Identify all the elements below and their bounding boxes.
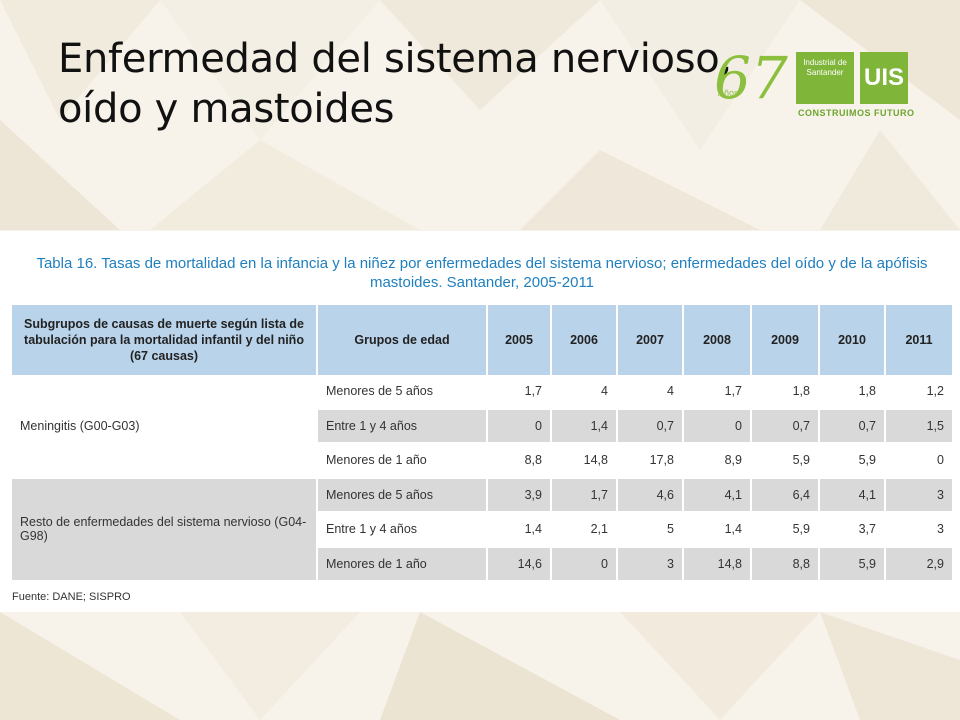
value-cell: 8,9 <box>684 444 752 479</box>
age-cell: Menores de 5 años <box>318 375 488 410</box>
value-cell: 0,7 <box>820 409 886 444</box>
age-cell: Entre 1 y 4 años <box>318 409 488 444</box>
value-cell: 5 <box>618 513 684 548</box>
value-cell: 2,9 <box>886 547 952 582</box>
value-cell: 3,7 <box>820 513 886 548</box>
value-cell: 0,7 <box>752 409 820 444</box>
logo-institution-label: Industrial de Santander <box>796 52 854 104</box>
value-cell: 14,8 <box>684 547 752 582</box>
value-cell: 3 <box>886 513 952 548</box>
value-cell: 1,7 <box>552 478 618 513</box>
value-cell: 1,4 <box>488 513 552 548</box>
table-row: Menores de 1 año 14,6 0 3 14,8 8,8 5,9 2… <box>12 547 952 582</box>
university-logo: 67 Años Industrial de Santander UIS CONS… <box>710 44 914 124</box>
header-year: 2011 <box>886 305 952 375</box>
value-cell: 5,9 <box>752 444 820 479</box>
value-cell: 3 <box>618 547 684 582</box>
table-row: Resto de enfermedades del sistema nervio… <box>12 478 952 582</box>
header-year: 2008 <box>684 305 752 375</box>
table-caption: Tabla 16. Tasas de mortalidad en la infa… <box>12 254 952 292</box>
value-cell: 1,4 <box>684 513 752 548</box>
value-cell: 1,4 <box>552 409 618 444</box>
value-cell: 1,8 <box>752 375 820 410</box>
value-cell: 6,4 <box>752 478 820 513</box>
value-cell: 14,8 <box>552 444 618 479</box>
group-name: Resto de enfermedades del sistema nervio… <box>12 478 318 582</box>
value-cell: 1,8 <box>820 375 886 410</box>
value-cell: 2,1 <box>552 513 618 548</box>
header-year: 2009 <box>752 305 820 375</box>
value-cell: 17,8 <box>618 444 684 479</box>
value-cell: 5,9 <box>820 444 886 479</box>
value-cell: 0 <box>684 409 752 444</box>
value-cell: 0,7 <box>618 409 684 444</box>
header-year: 2006 <box>552 305 618 375</box>
value-cell: 1,2 <box>886 375 952 410</box>
value-cell: 4 <box>552 375 618 410</box>
value-cell: 8,8 <box>488 444 552 479</box>
header-year: 2010 <box>820 305 886 375</box>
age-cell: Entre 1 y 4 años <box>318 513 488 548</box>
table-row: Entre 1 y 4 años 0 1,4 0,7 0 0,7 0,7 1,5 <box>12 409 952 444</box>
value-cell: 0 <box>886 444 952 479</box>
table-row: Menores de 1 año 8,8 14,8 17,8 8,9 5,9 5… <box>12 444 952 479</box>
table-row: Meningitis (G00-G03) Menores de 5 años 1… <box>12 375 952 479</box>
header-age-group: Grupos de edad <box>318 305 488 375</box>
value-cell: 8,8 <box>752 547 820 582</box>
value-cell: 0 <box>552 547 618 582</box>
table-header-row: Subgrupos de causas de muerte según list… <box>12 305 952 375</box>
value-cell: 5,9 <box>752 513 820 548</box>
header-subgroup: Subgrupos de causas de muerte según list… <box>12 305 318 375</box>
group-name: Meningitis (G00-G03) <box>12 375 318 479</box>
age-cell: Menores de 5 años <box>318 478 488 513</box>
table-panel: Tabla 16. Tasas de mortalidad en la infa… <box>0 231 960 612</box>
header-year: 2005 <box>488 305 552 375</box>
value-cell: 3,9 <box>488 478 552 513</box>
value-cell: 0 <box>488 409 552 444</box>
mortality-table: Subgrupos de causas de muerte según list… <box>12 305 952 582</box>
value-cell: 1,5 <box>886 409 952 444</box>
logo-uis-mark: UIS <box>860 52 908 104</box>
value-cell: 5,9 <box>820 547 886 582</box>
age-cell: Menores de 1 año <box>318 444 488 479</box>
value-cell: 4,1 <box>820 478 886 513</box>
logo-anos-label: Años <box>718 88 739 98</box>
value-cell: 14,6 <box>488 547 552 582</box>
value-cell: 3 <box>886 478 952 513</box>
table-row: Entre 1 y 4 años 1,4 2,1 5 1,4 5,9 3,7 3 <box>12 513 952 548</box>
table-caption-line1: Tabla 16. Tasas de mortalidad en la infa… <box>36 255 928 272</box>
header-year: 2007 <box>618 305 684 375</box>
value-cell: 4,6 <box>618 478 684 513</box>
value-cell: 4 <box>618 375 684 410</box>
value-cell: 1,7 <box>488 375 552 410</box>
slide-title: Enfermedad del sistema nervioso, oído y … <box>58 36 732 132</box>
value-cell: 1,7 <box>684 375 752 410</box>
table-caption-line2: mastoides. Santander, 2005-2011 <box>369 274 595 291</box>
age-cell: Menores de 1 año <box>318 547 488 582</box>
logo-tagline: CONSTRUIMOS FUTURO <box>798 108 915 118</box>
value-cell: 4,1 <box>684 478 752 513</box>
table-source: Fuente: DANE; SISPRO <box>12 591 131 603</box>
logo-anniversary-number: 67 <box>714 44 788 112</box>
